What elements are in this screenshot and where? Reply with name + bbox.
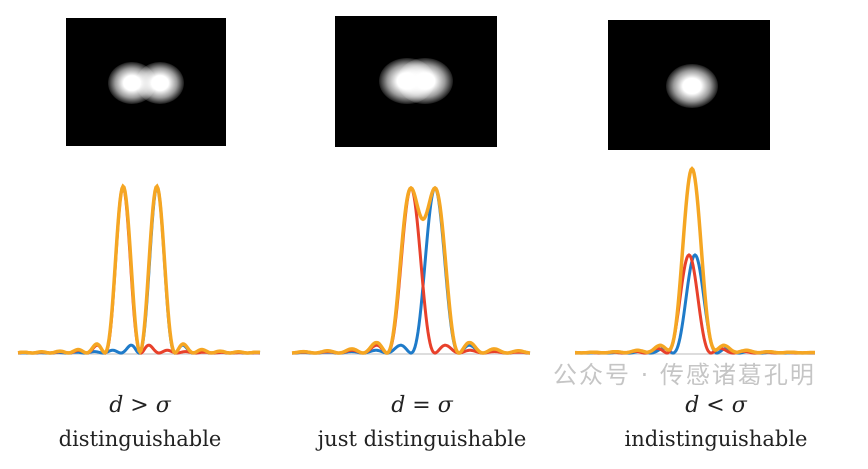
sum-curve — [291, 185, 531, 355]
spot — [136, 62, 184, 104]
caption-3: indistinguishable — [624, 427, 808, 451]
condition-2: d = σ — [391, 393, 453, 418]
sum-curve — [575, 166, 815, 355]
spot — [666, 64, 718, 108]
watermark: 公众号 · 传感诸葛孔明 — [553, 361, 816, 389]
source1-curve — [292, 185, 530, 355]
source2-curve — [18, 184, 261, 355]
spot — [397, 58, 453, 104]
caption-2: just distinguishable — [317, 427, 527, 451]
source2-curve — [292, 185, 531, 355]
sum-curve — [17, 183, 261, 355]
image-indistinguishable — [608, 20, 770, 150]
condition-3: d < σ — [685, 393, 747, 418]
caption-1: distinguishable — [58, 427, 222, 451]
condition-1: d > σ — [109, 393, 171, 418]
source1-curve — [575, 253, 815, 355]
source1-curve — [17, 184, 260, 355]
image-just-distinguishable — [335, 16, 497, 147]
image-distinguishable — [66, 18, 226, 146]
